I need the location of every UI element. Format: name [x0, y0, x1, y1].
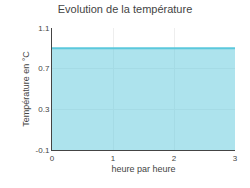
- svg-text:2: 2: [172, 154, 177, 163]
- svg-text:0.3: 0.3: [38, 105, 50, 114]
- svg-text:heure par heure: heure par heure: [111, 164, 175, 174]
- svg-text:0: 0: [50, 154, 55, 163]
- svg-text:-0.1: -0.1: [36, 146, 50, 155]
- svg-text:3: 3: [233, 154, 238, 163]
- svg-text:Température en °C: Température en °C: [21, 51, 31, 127]
- svg-text:1.1: 1.1: [38, 24, 50, 33]
- svg-text:Evolution de la température: Evolution de la température: [58, 3, 193, 15]
- svg-text:1: 1: [111, 154, 116, 163]
- svg-text:0.7: 0.7: [38, 64, 50, 73]
